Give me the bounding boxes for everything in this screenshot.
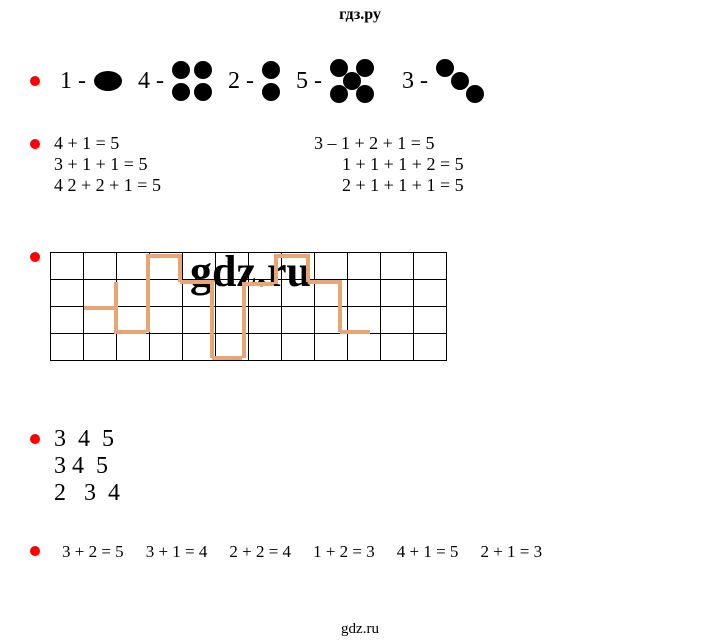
dots-five — [330, 59, 386, 103]
dots-four — [172, 61, 212, 101]
grid-with-strokes — [50, 252, 447, 361]
beq-2: 2 + 2 = 4 — [229, 542, 291, 562]
seq-2: 2 3 4 — [54, 480, 120, 507]
sequences-block: 3 4 5 3 4 5 2 3 4 — [0, 426, 720, 507]
pair-4: 4 - — [138, 61, 212, 101]
dots-one — [94, 71, 122, 91]
bullet-icon — [30, 434, 40, 444]
bullet-icon — [30, 139, 40, 149]
page-header: гдз.ру — [0, 0, 720, 24]
pair-3: 3 - — [402, 59, 484, 103]
eq-left-0: 4 + 1 = 5 — [54, 133, 314, 154]
seq-0: 3 4 5 — [54, 426, 120, 453]
beq-4: 4 + 1 = 5 — [397, 542, 459, 562]
eq-left-1: 3 + 1 + 1 = 5 — [54, 154, 314, 175]
equations-block: 4 + 1 = 5 3 – 1 + 2 + 1 = 5 3 + 1 + 1 = … — [0, 133, 720, 196]
seq-1: 3 4 5 — [54, 453, 120, 480]
pair-1: 1 - — [60, 68, 122, 95]
label-5: 5 - — [296, 68, 322, 95]
dot-pattern-row: 1 - 4 - 2 - 5 - 3 - — [0, 59, 720, 103]
eq-right-0: 3 – 1 + 2 + 1 = 5 — [314, 133, 434, 154]
beq-0: 3 + 2 = 5 — [62, 542, 124, 562]
eq-left-2: 4 2 + 2 + 1 = 5 — [54, 175, 314, 196]
label-2: 2 - — [228, 68, 254, 95]
bullet-icon — [30, 76, 40, 86]
eq-right-1: 1 + 1 + 1 + 2 = 5 — [314, 154, 464, 175]
beq-5: 2 + 1 = 3 — [480, 542, 542, 562]
label-4: 4 - — [138, 68, 164, 95]
beq-3: 1 + 2 = 3 — [313, 542, 375, 562]
label-3: 3 - — [402, 68, 428, 95]
dots-two — [262, 61, 280, 101]
pair-2: 2 - — [228, 61, 280, 101]
bottom-equations: 3 + 2 = 5 3 + 1 = 4 2 + 2 = 4 1 + 2 = 3 … — [0, 542, 720, 562]
beq-1: 3 + 1 = 4 — [146, 542, 208, 562]
page-footer: gdz.ru — [0, 621, 720, 638]
bullet-icon — [30, 546, 40, 556]
grid-section — [0, 252, 720, 366]
label-1: 1 - — [60, 68, 86, 95]
dots-three — [436, 59, 484, 103]
pair-5: 5 - — [296, 59, 386, 103]
eq-right-2: 2 + 1 + 1 + 1 = 5 — [314, 175, 464, 196]
bullet-icon — [30, 252, 40, 262]
